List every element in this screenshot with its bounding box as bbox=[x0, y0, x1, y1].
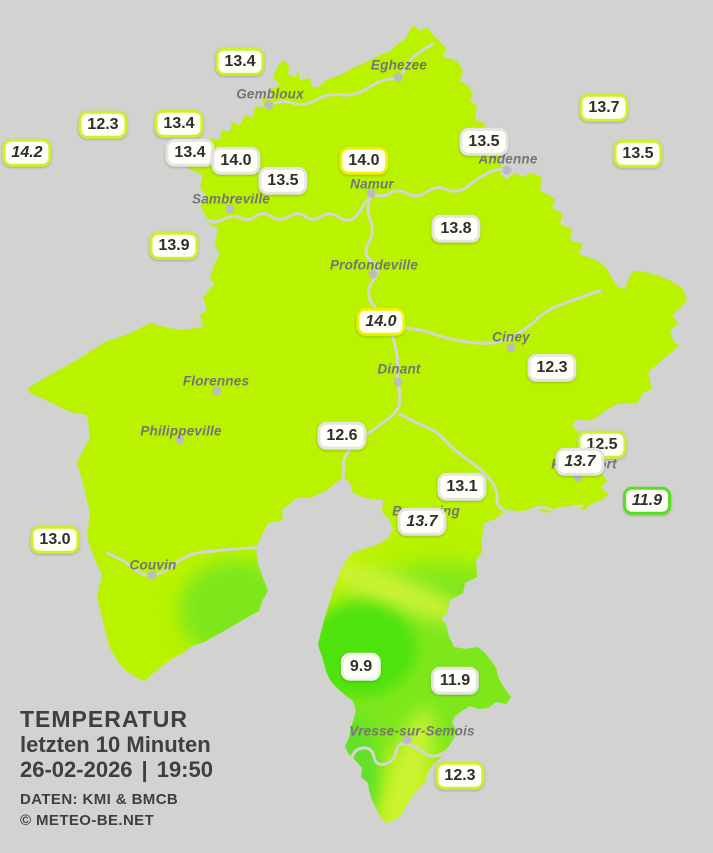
river-meuse-north bbox=[369, 167, 509, 198]
temperature-badge[interactable]: 13.4 bbox=[215, 47, 265, 77]
city-label: Dinant bbox=[377, 361, 421, 377]
city-label: Sambreville bbox=[192, 191, 270, 207]
datetime-line: 26-02-2026 | 19:50 bbox=[20, 756, 213, 783]
temp-zone-couvin bbox=[179, 560, 295, 660]
city-dot bbox=[393, 72, 403, 82]
temperature-badge[interactable]: 13.7 bbox=[397, 507, 447, 537]
date-text: 26-02-2026 bbox=[20, 756, 133, 782]
river-meuse-south bbox=[341, 193, 402, 479]
river-eau-noire bbox=[105, 544, 282, 578]
temperature-badge[interactable]: 12.3 bbox=[78, 110, 128, 140]
data-source: DATEN: KMI & BMCB bbox=[20, 791, 179, 809]
temperature-badge[interactable]: 9.9 bbox=[340, 652, 382, 682]
temperature-badge[interactable]: 14.0 bbox=[211, 146, 261, 176]
temperature-badge[interactable]: 14.0 bbox=[356, 307, 406, 337]
temperature-badge[interactable]: 11.9 bbox=[430, 666, 480, 696]
title-block: TEMPERATUR letzten 10 Minuten 26-02-2026… bbox=[20, 706, 213, 831]
temperature-badge[interactable]: 13.4 bbox=[154, 109, 204, 139]
city-label: Gembloux bbox=[236, 86, 304, 102]
temperature-badge[interactable]: 13.5 bbox=[258, 166, 308, 196]
city-dot bbox=[402, 735, 412, 745]
temperature-badge[interactable]: 11.9 bbox=[623, 486, 671, 516]
city-label: Vresse-sur-Semois bbox=[349, 723, 475, 739]
city-dot bbox=[175, 435, 185, 445]
city-label: Eghezee bbox=[370, 57, 428, 73]
city-label: Namur bbox=[350, 176, 394, 192]
temperature-badge[interactable]: 13.1 bbox=[437, 472, 487, 502]
temperature-badge[interactable]: 14.0 bbox=[339, 146, 389, 176]
city-dot bbox=[506, 343, 516, 353]
temperature-badge[interactable]: 12.3 bbox=[435, 761, 485, 791]
temperature-badge[interactable]: 13.5 bbox=[459, 127, 509, 157]
temperature-badge[interactable]: 14.2 bbox=[2, 138, 52, 168]
temperature-badge[interactable]: 13.4 bbox=[165, 138, 215, 168]
temperature-badge[interactable]: 13.7 bbox=[579, 93, 629, 123]
temp-zone-tail-band bbox=[381, 708, 433, 823]
city-dot bbox=[502, 165, 512, 175]
temperature-badge[interactable]: 12.6 bbox=[317, 421, 367, 451]
river-bocq bbox=[382, 289, 602, 345]
copyright: © METEO-BE.NET bbox=[20, 812, 155, 830]
city-dot bbox=[225, 204, 235, 214]
temp-zone-cold-spot bbox=[304, 604, 416, 696]
temperature-badge[interactable]: 13.7 bbox=[555, 447, 605, 477]
temperature-badge[interactable]: 13.5 bbox=[613, 139, 663, 169]
page-subtitle: letzten 10 Minuten bbox=[20, 732, 211, 758]
river-lesse bbox=[398, 412, 584, 515]
city-dot bbox=[393, 377, 403, 387]
temperature-badge[interactable]: 12.3 bbox=[527, 353, 577, 383]
temperature-badge[interactable]: 13.0 bbox=[30, 525, 80, 555]
city-dot bbox=[264, 100, 274, 110]
city-label: Philippeville bbox=[140, 423, 222, 439]
city-dot bbox=[147, 570, 157, 580]
city-label: Florennes bbox=[182, 373, 250, 389]
time-text: 19:50 bbox=[156, 756, 213, 782]
temperature-badge[interactable]: 13.8 bbox=[431, 214, 481, 244]
city-label: Ciney bbox=[492, 329, 530, 345]
city-dot bbox=[212, 386, 222, 396]
city-dot bbox=[368, 269, 378, 279]
date-time-separator: | bbox=[141, 756, 148, 782]
river-sambre bbox=[203, 193, 373, 224]
temp-zone-transition-band bbox=[315, 557, 469, 623]
city-label: Profondeville bbox=[329, 257, 419, 273]
city-dot bbox=[573, 472, 583, 482]
city-label: Couvin bbox=[129, 557, 177, 573]
city-dot bbox=[366, 188, 376, 198]
river-mehaigne bbox=[267, 42, 435, 108]
temperature-badge[interactable]: 13.9 bbox=[149, 231, 199, 261]
page-title: TEMPERATUR bbox=[20, 706, 189, 732]
